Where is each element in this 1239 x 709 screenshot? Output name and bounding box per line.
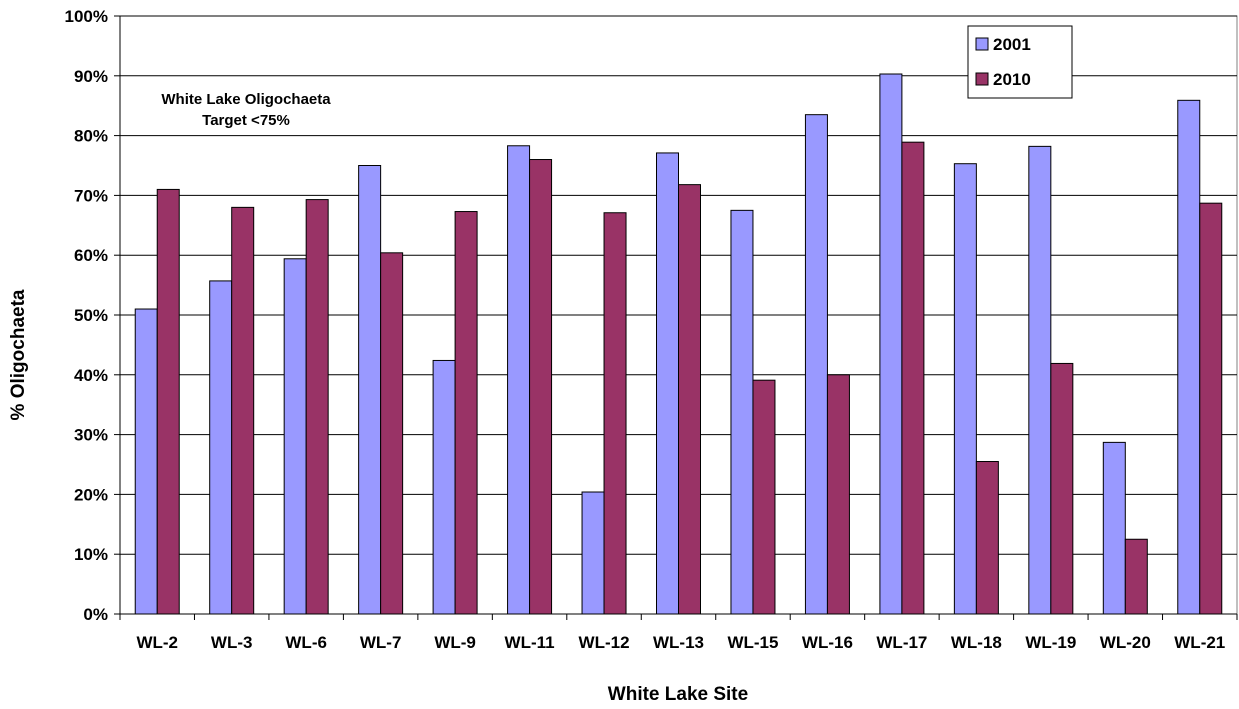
x-tick-label: WL-19 [1025, 633, 1076, 652]
bar-2001-WL-15 [730, 209, 754, 615]
x-tick-label: WL-18 [951, 633, 1002, 652]
x-tick-label: WL-9 [434, 633, 476, 652]
bar-2001-WL-11 [507, 145, 531, 615]
legend-swatch-2010 [975, 72, 989, 86]
bar-2010-WL-17 [901, 141, 925, 615]
bar-2010-WL-11 [529, 159, 553, 615]
x-tick-label: WL-11 [505, 633, 555, 652]
x-tick-label: WL-20 [1100, 633, 1151, 652]
target-annotation: White Lake Oligochaeta Target <75% [161, 91, 331, 129]
legend-swatch-2001 [975, 37, 989, 51]
x-tick-labels: WL-2 WL-3 WL-6 WL-7 WL-9 WL-11 WL-12 WL-13 WL-15… [136, 633, 1225, 652]
x-tick-label: WL-17 [876, 633, 927, 652]
bar-2010-WL-7 [380, 252, 404, 615]
bar-2010-WL-15 [752, 379, 776, 615]
y-tick-label: 0% [83, 605, 108, 624]
bar-2001-WL-17 [879, 73, 903, 615]
legend-label-2010: 2010 [993, 70, 1031, 89]
bar-2010-WL-21 [1199, 202, 1223, 615]
y-tick-label: 100% [65, 7, 108, 26]
y-tick-label: 30% [74, 426, 108, 445]
bar-2001-WL-6 [283, 258, 307, 615]
bar-2010-WL-18 [975, 461, 999, 615]
bar-2001-WL-20 [1102, 441, 1126, 615]
x-tick-label: WL-12 [579, 633, 630, 652]
bar-2010-WL-2 [156, 188, 180, 615]
bar-2010-WL-13 [678, 184, 701, 615]
x-tick-label: WL-6 [285, 633, 327, 652]
bar-2010-WL-6 [305, 199, 329, 615]
bar-2010-WL-9 [454, 211, 478, 615]
bars [134, 73, 1223, 615]
x-tick-label: WL-15 [727, 633, 778, 652]
y-tick-labels: 0% 10% 20% 30% 40% 50% 60% 70% 80% 90% 100% [65, 7, 108, 624]
bar-2001-WL-13 [656, 152, 679, 615]
bar-2001-WL-19 [1028, 145, 1052, 615]
annotation-line-1: White Lake Oligochaeta [161, 91, 331, 108]
x-tick-label: WL-13 [653, 633, 704, 652]
x-tick-label: WL-3 [211, 633, 253, 652]
bar-2010-WL-19 [1050, 362, 1074, 615]
y-tick-label: 40% [74, 366, 108, 385]
y-tick-label: 80% [74, 127, 108, 146]
y-tick-label: 90% [74, 67, 108, 86]
legend: 2001 2010 [967, 25, 1073, 99]
x-tick-label: WL-2 [136, 633, 178, 652]
y-tick-label: 50% [74, 306, 108, 325]
bar-2010-WL-3 [231, 206, 255, 615]
x-tick-label: WL-21 [1174, 633, 1225, 652]
bar-2001-WL-21 [1177, 99, 1201, 615]
y-tick-label: 60% [74, 246, 108, 265]
bar-2001-WL-2 [134, 308, 158, 615]
y-tick-label: 20% [74, 485, 108, 504]
bar-2010-WL-12 [603, 212, 627, 615]
bar-2001-WL-18 [953, 163, 977, 615]
bar-2001-WL-7 [358, 165, 382, 615]
bar-2010-WL-20 [1124, 538, 1148, 615]
x-axis-title: White Lake Site [608, 684, 748, 705]
x-tick-label: WL-16 [802, 633, 853, 652]
bar-2001-WL-16 [804, 114, 828, 615]
bar-2001-WL-12 [581, 491, 605, 615]
x-tick-label: WL-7 [360, 633, 402, 652]
axes [114, 15, 1238, 620]
bar-2001-WL-9 [432, 359, 456, 615]
y-tick-label: 10% [74, 545, 108, 564]
legend-label-2001: 2001 [993, 35, 1031, 54]
bar-2001-WL-3 [209, 280, 233, 615]
y-axis-title: % Oligochaeta [8, 289, 29, 420]
annotation-line-2: Target <75% [202, 112, 290, 129]
bar-2010-WL-16 [826, 374, 850, 615]
y-tick-label: 70% [74, 186, 108, 205]
